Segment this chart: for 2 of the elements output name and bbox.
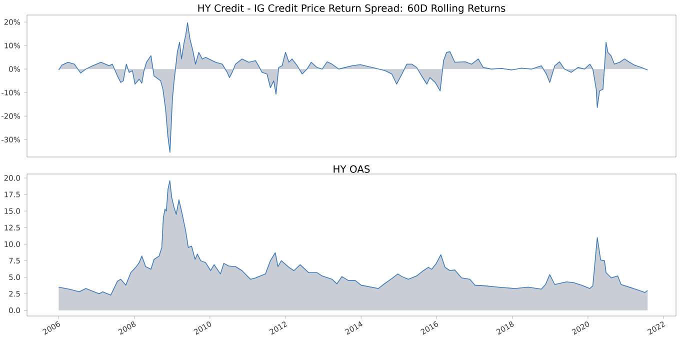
chart-title: HY OAS: [334, 165, 370, 173]
chart-title: HY Credit - IG Credit Price Return Spread: 60D Rolling Returns: [198, 4, 506, 14]
